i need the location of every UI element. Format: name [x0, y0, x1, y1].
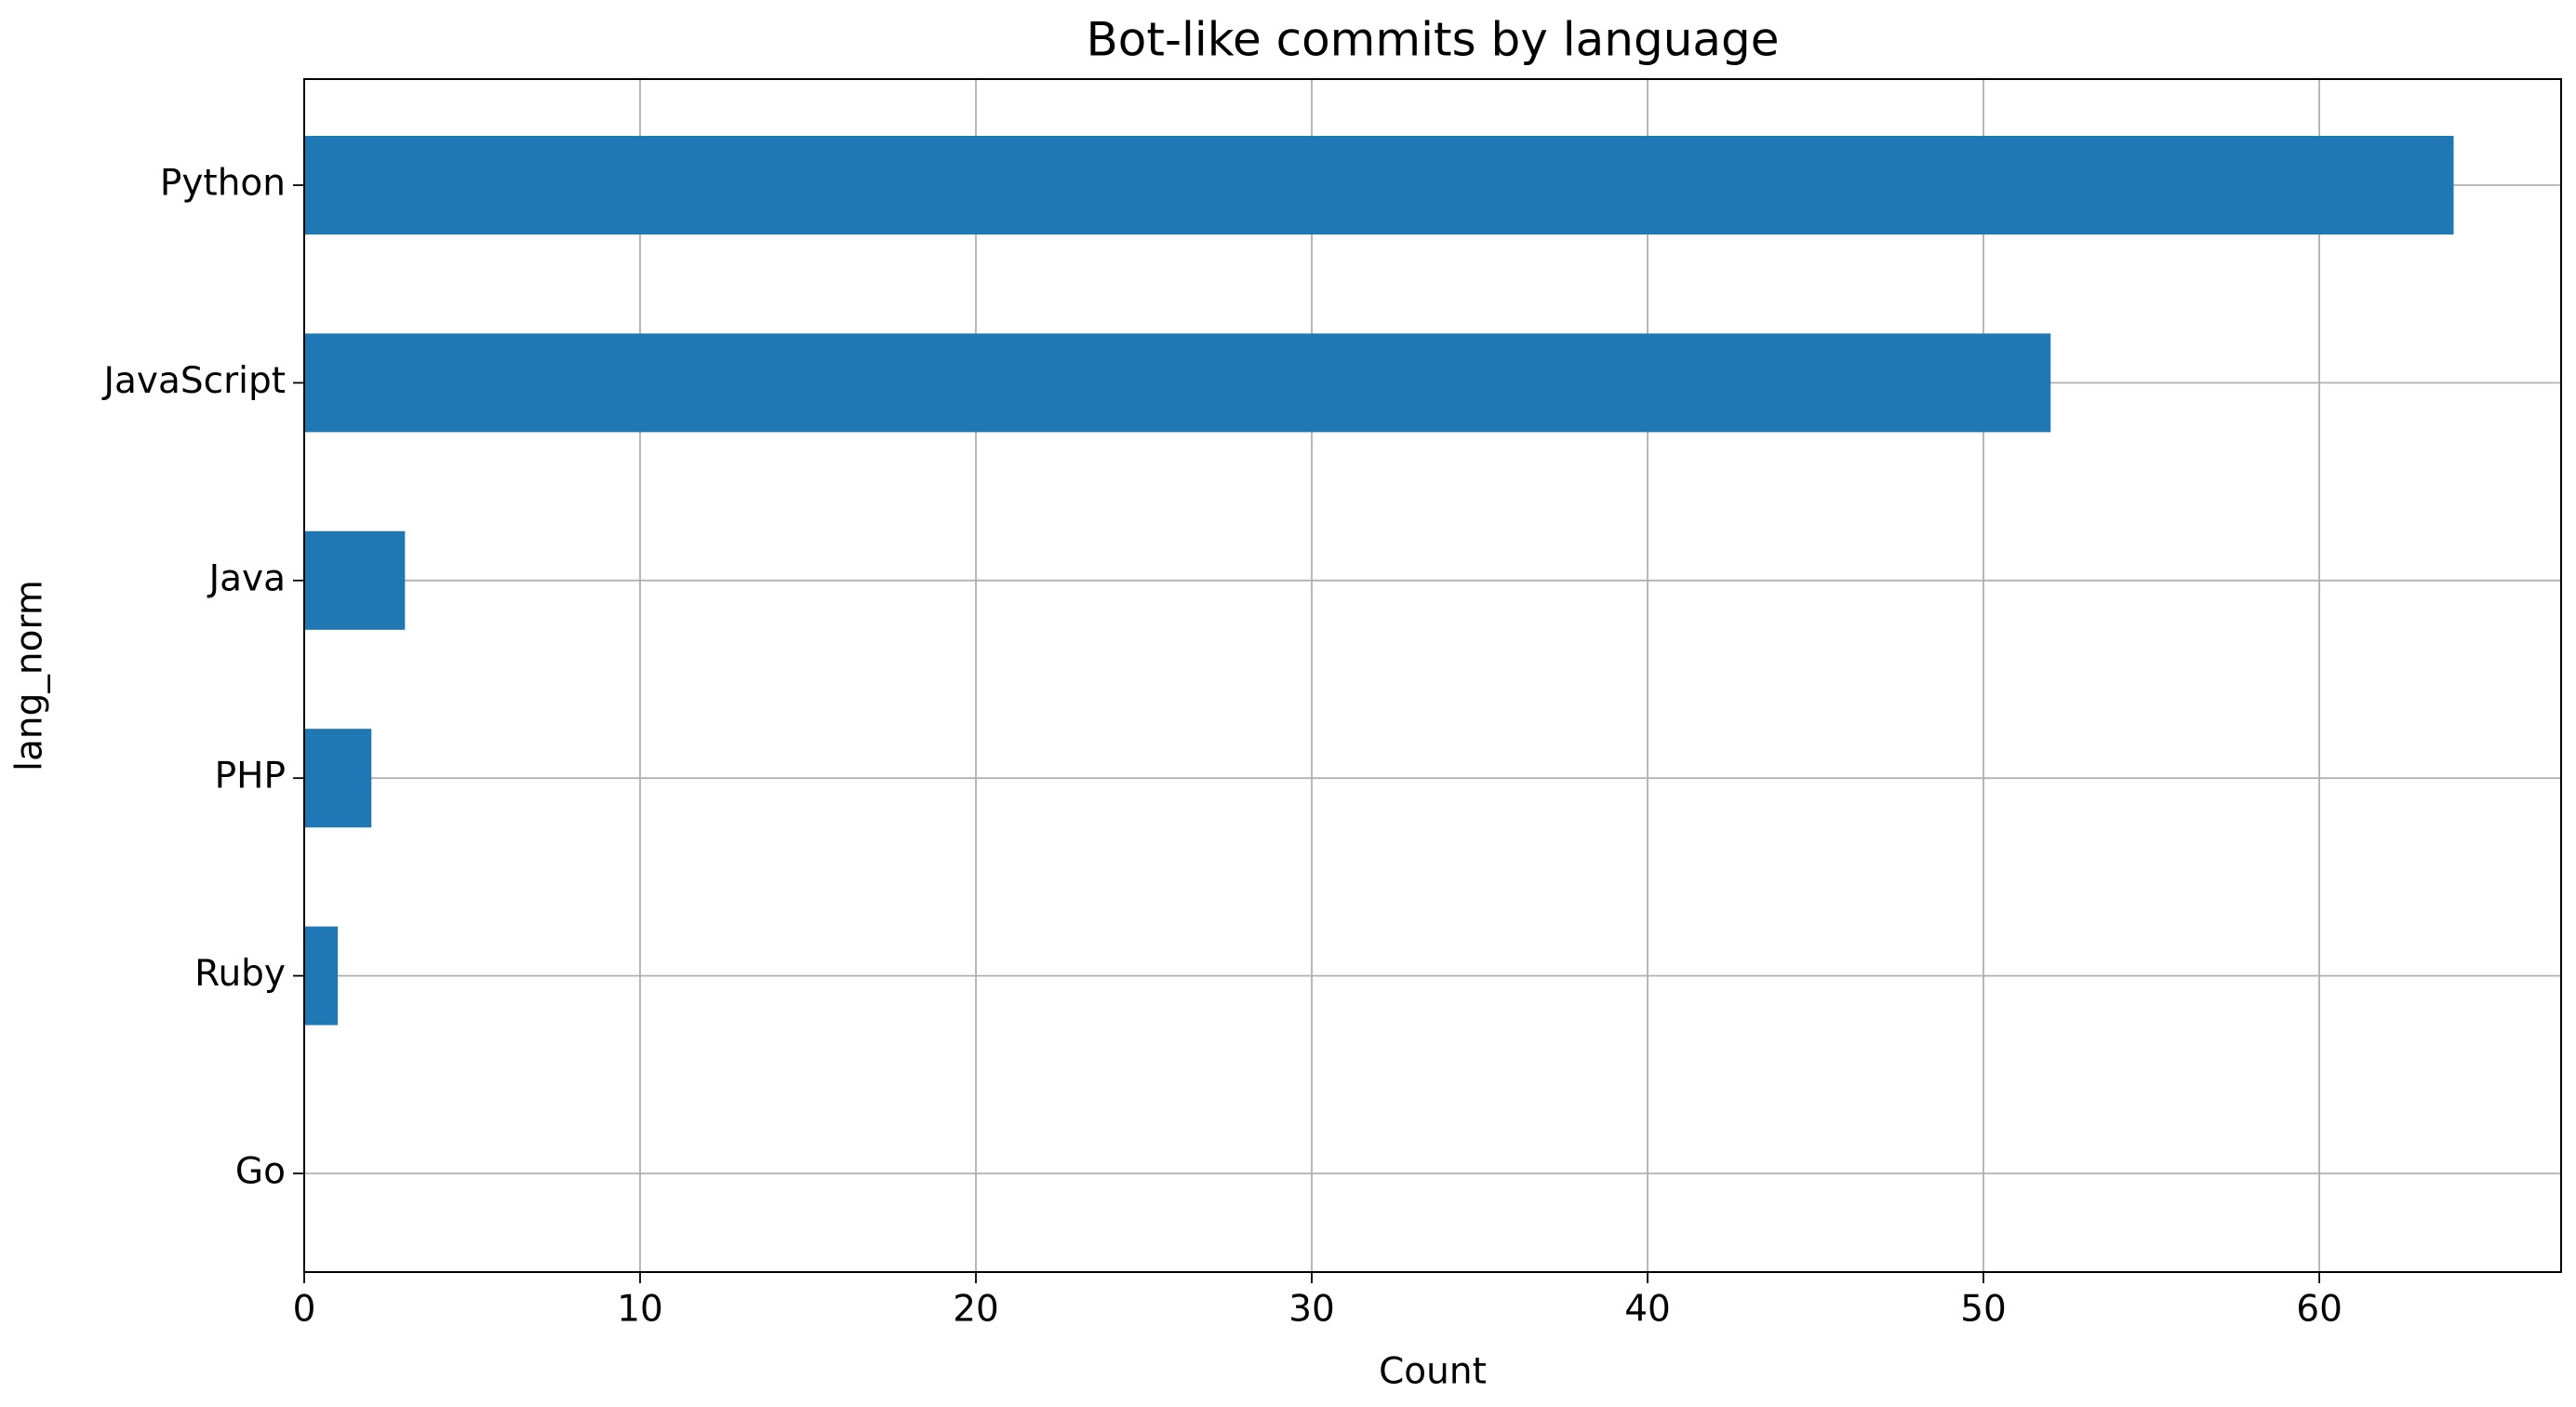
plot-frame [303, 78, 2562, 1273]
x-tick-label: 10 [617, 1289, 663, 1331]
y-tick-label: Java [207, 557, 286, 599]
x-tick-label: 60 [2296, 1289, 2342, 1331]
x-tick-label: 50 [1960, 1289, 2007, 1331]
bar [304, 136, 2454, 234]
x-tick-label: 20 [953, 1289, 999, 1331]
bar [304, 926, 339, 1025]
x-tick-label: 0 [293, 1289, 316, 1331]
bar [304, 729, 372, 828]
chart-title: Bot-like commits by language [1086, 13, 1779, 67]
bar [304, 530, 406, 630]
x-tick-label: 30 [1288, 1289, 1335, 1331]
y-tick-label: JavaScript [101, 360, 287, 402]
x-axis-label: Count [1379, 1351, 1487, 1393]
y-axis-label: lang_norm [9, 580, 51, 771]
y-tick-label: Ruby [194, 953, 286, 995]
y-tick-label: Go [235, 1151, 286, 1193]
x-tick-label: 40 [1624, 1289, 1671, 1331]
y-tick-label: PHP [215, 756, 286, 797]
bar [304, 333, 2051, 433]
y-tick-label: Python [160, 163, 286, 205]
